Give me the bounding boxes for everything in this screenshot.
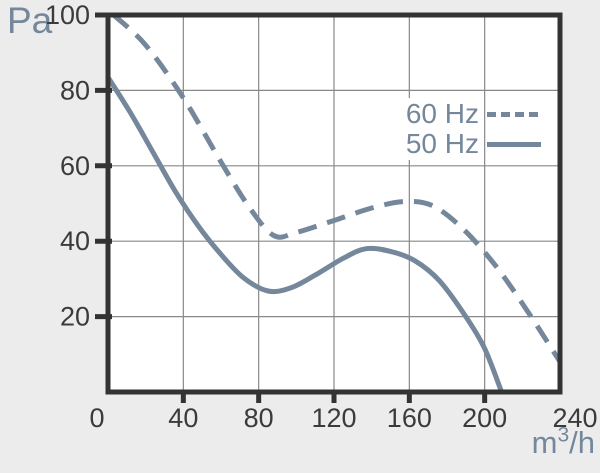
y-tick-label-20: 20 [60, 302, 90, 332]
x-axis-unit-label: m3/h [532, 424, 595, 461]
x-tick-label-80: 80 [244, 403, 274, 433]
y-tick-label-100: 100 [45, 0, 90, 30]
x-tick-label-240: 240 [552, 403, 597, 433]
curve-50-hz [105, 75, 504, 393]
x-tick-label-200: 200 [462, 403, 507, 433]
x-unit-superscript: 3 [557, 423, 570, 447]
x-unit-rest: /h [569, 425, 595, 460]
x-tick-label-40: 40 [168, 403, 198, 433]
legend: 60 Hz 50 Hz [391, 98, 541, 160]
y-tick-label-80: 80 [60, 75, 90, 105]
legend-label-50hz: 50 Hz [391, 128, 479, 160]
curve-60-hz [111, 13, 563, 364]
x-unit-base: m [531, 425, 558, 460]
legend-label-60hz: 60 Hz [391, 98, 479, 130]
y-tick-label-40: 40 [60, 226, 90, 256]
x-tick-label-0: 0 [89, 403, 104, 433]
legend-item-60hz: 60 Hz [391, 98, 541, 130]
legend-item-50hz: 50 Hz [391, 128, 541, 160]
legend-dashed-line-sample [487, 111, 541, 117]
y-axis-unit-label: Pa [7, 0, 53, 41]
y-tick-label-60: 60 [60, 151, 90, 181]
x-tick-label-120: 120 [311, 403, 356, 433]
legend-solid-line-sample [487, 141, 541, 147]
x-tick-label-160: 160 [387, 403, 432, 433]
